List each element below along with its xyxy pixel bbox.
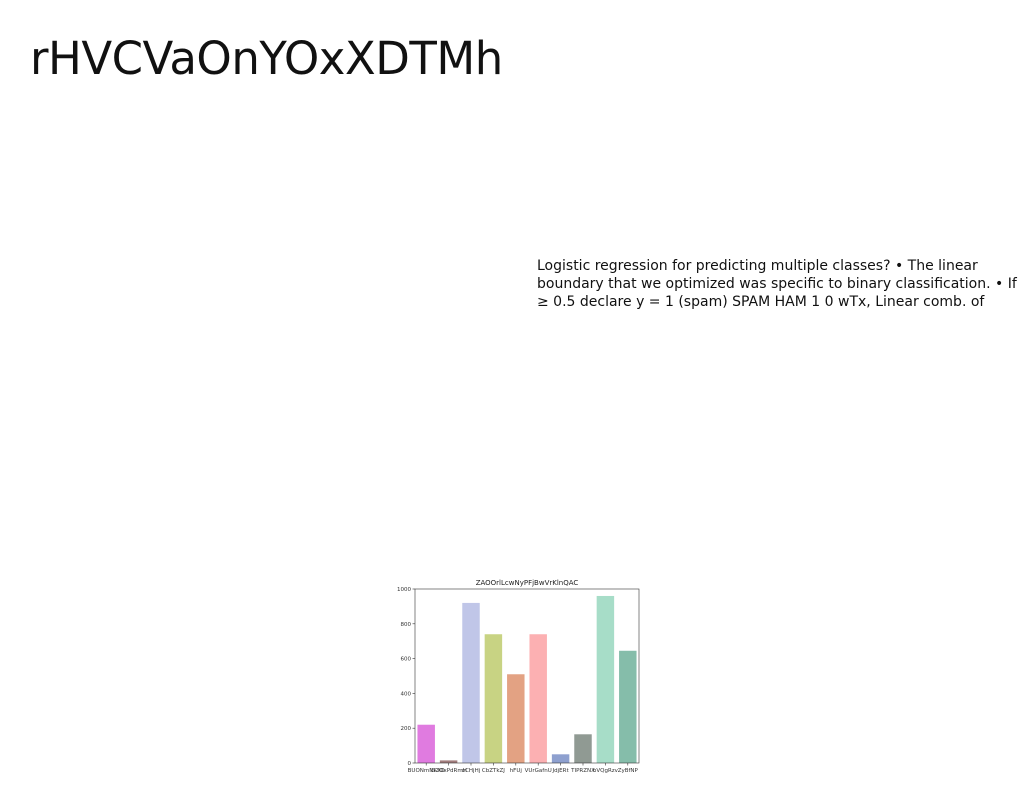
x-tick-label: TIPRZNX xyxy=(570,768,595,774)
bar-VUrGafnU xyxy=(529,634,547,763)
bar-hFUj xyxy=(507,674,525,763)
chart-title: ZAOOrlLcwNyPFjBwVrKlnQAC xyxy=(476,579,579,587)
x-tick-label: iSZOxPdRmH xyxy=(430,768,467,774)
x-tick-label: ZyBfNP xyxy=(618,768,639,774)
y-tick-label: 0 xyxy=(408,761,412,767)
bar-bVQgRzv xyxy=(596,595,615,763)
bar-TIPRZNX xyxy=(574,734,592,763)
bar-BUONmNKXO xyxy=(417,724,435,763)
plot-frame xyxy=(414,588,640,764)
bar-chart: ZAOOrlLcwNyPFjBwVrKlnQAC 0 200 400 600 800 10… xyxy=(385,575,645,780)
x-tick-label: JdjERt xyxy=(552,768,570,774)
bar-ZyBfNP xyxy=(619,650,637,763)
bar-iSZOxPdRmH xyxy=(439,760,458,763)
x-tick-label: bVQgRzv xyxy=(593,768,619,774)
slide-title: rHVCVaOnYOxXDTMh xyxy=(30,32,503,85)
x-tick-label: CbZTkZJ xyxy=(482,768,505,774)
slide-body-text: Logistic regression for predicting multi… xyxy=(537,258,1017,310)
x-tick-label: BUONmNKXO xyxy=(408,768,446,774)
bar-oCHjHj xyxy=(462,602,480,763)
x-tick-label: VUrGafnU xyxy=(525,768,552,774)
bars-group xyxy=(417,595,637,763)
y-axis: 0 200 400 600 800 1000 xyxy=(397,587,415,767)
y-tick-label: 800 xyxy=(401,622,412,628)
x-tick-label: hFUj xyxy=(510,768,523,774)
x-tick-label: oCHjHj xyxy=(462,768,481,774)
y-tick-label: 1000 xyxy=(397,587,411,593)
bar-JdjERt xyxy=(551,754,570,763)
bar-CbZTkZJ xyxy=(484,634,503,763)
y-tick-label: 400 xyxy=(401,691,412,697)
bar-chart-svg: ZAOOrlLcwNyPFjBwVrKlnQAC 0 200 400 600 800 10… xyxy=(397,579,640,774)
y-tick-label: 200 xyxy=(401,726,412,732)
y-tick-label: 600 xyxy=(401,657,412,663)
